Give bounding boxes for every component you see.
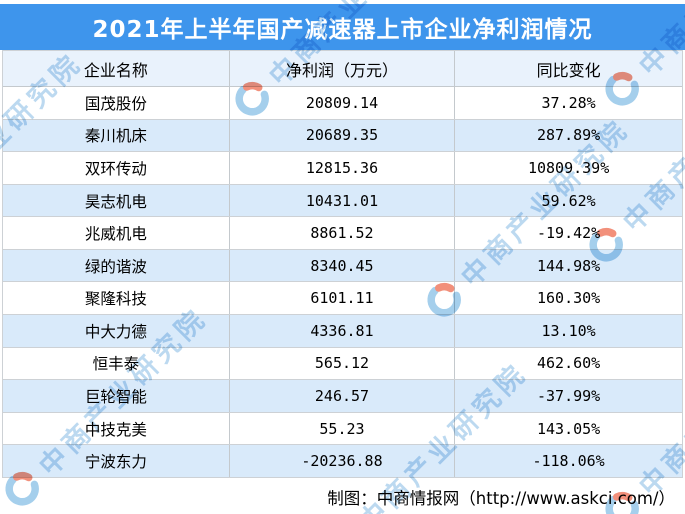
yoy-change-cell: 59.62% (541, 191, 596, 210)
page-title: 2021年上半年国产减速器上市企业净利润情况 (92, 17, 593, 43)
company-name-cell: 聚隆科技 (3, 282, 230, 315)
company-name-cell: 昊志机电 (3, 184, 230, 217)
yoy-change-cell: -37.99% (536, 386, 601, 405)
net-profit-cell: 12815.36 (230, 152, 456, 184)
footer: 制图：中商情报网（http://www.askci.com/） (0, 478, 685, 514)
credit-text: 制图：中商情报网（http://www.askci.com/） (327, 488, 675, 508)
company-name-cell: 绿的谐波 (3, 249, 230, 282)
profit-table: 企业名称 净利润（万元） 同比变化 国茂股份 20809.14 37.28% 秦… (2, 50, 683, 478)
company-name-cell: 巨轮智能 (3, 380, 230, 412)
table-row: 中大力德 4336.81 13.10% (3, 315, 682, 348)
company-name-cell: 国茂股份 (3, 87, 230, 119)
net-profit-cell: 565.12 (230, 347, 456, 380)
company-name-cell: 中技克美 (3, 412, 230, 445)
table-row: 兆威机电 8861.52 -19.42% (3, 217, 682, 250)
yoy-change-cell: 13.10% (541, 321, 596, 340)
yoy-change-cell: 144.98% (536, 256, 601, 275)
title-bar: 2021年上半年国产减速器上市企业净利润情况 (0, 4, 685, 50)
company-name-cell: 兆威机电 (3, 217, 230, 249)
company-name-cell: 双环传动 (3, 152, 230, 184)
column-header-yoy-change: 同比变化 (536, 60, 601, 80)
table-row: 恒丰泰 565.12 462.60% (3, 347, 682, 381)
net-profit-cell: 55.23 (230, 412, 456, 445)
net-profit-cell: 246.57 (230, 380, 456, 412)
table-row: 秦川机床 20689.35 287.89% (3, 119, 682, 153)
yoy-change-cell: 37.28% (541, 93, 596, 112)
net-profit-cell: 4336.81 (230, 315, 456, 347)
company-name-cell: 恒丰泰 (3, 347, 230, 380)
table-header-row: 企业名称 净利润（万元） 同比变化 (3, 51, 682, 87)
yoy-change-cell: -118.06% (532, 452, 605, 471)
table-row: 昊志机电 10431.01 59.62% (3, 184, 682, 218)
yoy-change-cell: 143.05% (536, 419, 601, 438)
yoy-change-cell: 462.60% (536, 354, 601, 373)
table-row: 宁波东力 -20236.88 -118.06% (3, 445, 682, 478)
net-profit-cell: 6101.11 (230, 282, 456, 315)
yoy-change-cell: 160.30% (536, 289, 601, 308)
table-row: 国茂股份 20809.14 37.28% (3, 87, 682, 120)
table-row: 双环传动 12815.36 10809.39% (3, 152, 682, 185)
table-row: 中技克美 55.23 143.05% (3, 412, 682, 446)
net-profit-cell: 20689.35 (230, 119, 456, 152)
net-profit-cell: -20236.88 (230, 445, 456, 477)
table-row: 聚隆科技 6101.11 160.30% (3, 282, 682, 316)
company-name-cell: 秦川机床 (3, 119, 230, 152)
net-profit-cell: 10431.01 (230, 184, 456, 217)
column-header-company: 企业名称 (3, 51, 230, 86)
column-header-net-profit: 净利润（万元） (230, 51, 456, 86)
company-name-cell: 中大力德 (3, 315, 230, 347)
net-profit-cell: 20809.14 (230, 87, 456, 119)
yoy-change-cell: -19.42% (536, 224, 601, 243)
table-body: 国茂股份 20809.14 37.28% 秦川机床 20689.35 287.8… (3, 87, 682, 478)
yoy-change-cell: 10809.39% (527, 158, 610, 177)
net-profit-cell: 8861.52 (230, 217, 456, 249)
net-profit-cell: 8340.45 (230, 249, 456, 282)
table-row: 巨轮智能 246.57 -37.99% (3, 380, 682, 413)
company-name-cell: 宁波东力 (3, 445, 230, 477)
top-strip (0, 0, 685, 4)
table-row: 绿的谐波 8340.45 144.98% (3, 249, 682, 283)
yoy-change-cell: 287.89% (536, 126, 601, 145)
